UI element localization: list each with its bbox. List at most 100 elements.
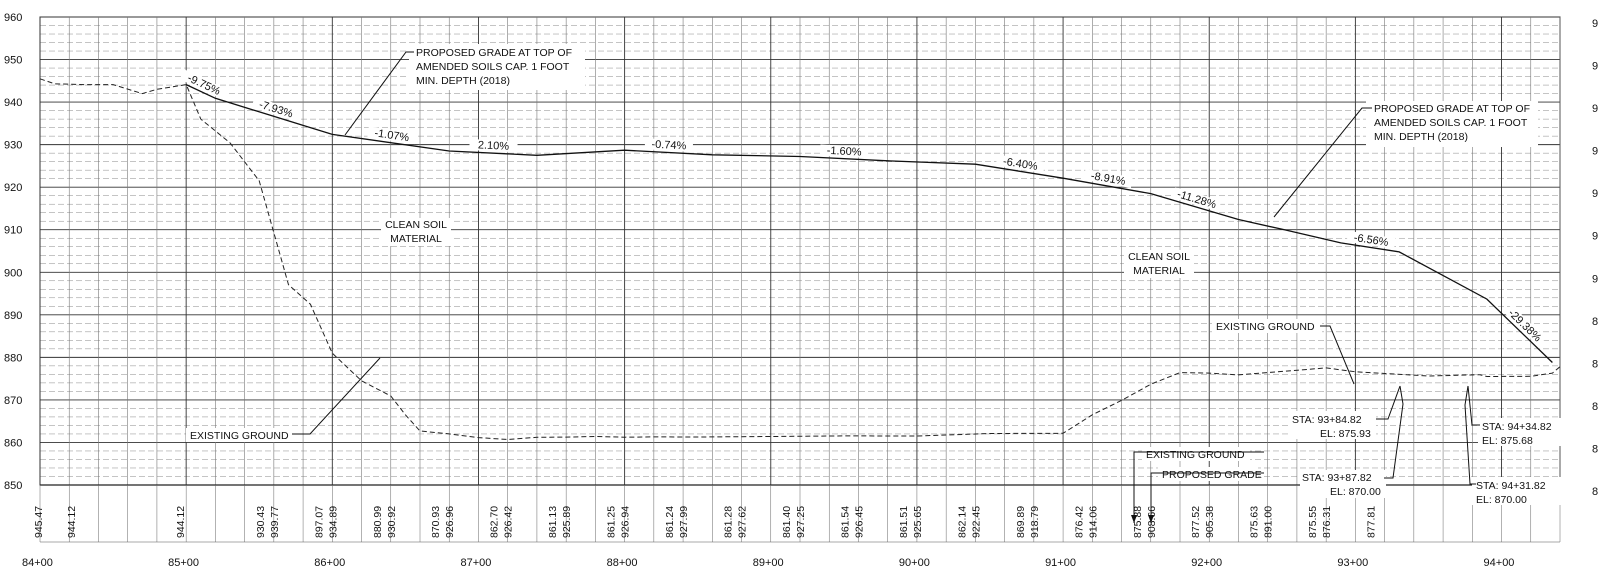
slope-labels: -9.75% -7.93% -1.07% 2.10% -0.74% -1.60% -6.40… bbox=[179, 69, 1546, 347]
bottom-value: 861.25 bbox=[606, 506, 618, 538]
bottom-value: 926.42 bbox=[503, 506, 515, 538]
bottom-value-group: 927.25 bbox=[795, 506, 807, 538]
elevation-tick-label-right: 9 bbox=[1592, 61, 1598, 73]
elevation-tick-label: 900 bbox=[4, 267, 22, 279]
bottom-value-group: 861.40 bbox=[781, 506, 793, 538]
elevation-tick-label-right: 9 bbox=[1592, 146, 1598, 158]
bottom-value: 876.42 bbox=[1073, 506, 1085, 538]
bottom-value: 930.92 bbox=[386, 506, 398, 538]
proposed-grade-note-left: PROPOSED GRADE AT TOP OF AMENDED SOILS C… bbox=[344, 44, 585, 136]
slope-label: -1.07% bbox=[374, 127, 410, 144]
elevation-axis-right: 9 9 9 9 9 9 9 8 8 8 8 8 bbox=[1592, 18, 1598, 498]
elevation-tick-label: 880 bbox=[4, 352, 22, 364]
slope-label: -29.38% bbox=[1506, 307, 1544, 344]
note-line: MIN. DEPTH (2018) bbox=[1374, 131, 1468, 143]
slope-label-bg bbox=[819, 144, 869, 158]
bottom-value: 891.00 bbox=[1263, 506, 1275, 538]
annotations: PROPOSED GRADE AT TOP OF AMENDED SOILS C… bbox=[186, 44, 1570, 523]
bottom-value-group: 861.25 bbox=[606, 506, 618, 538]
elevation-tick-label-right: 8 bbox=[1592, 443, 1598, 455]
bottom-value: 875.88 bbox=[1132, 506, 1144, 538]
svg-text:STA: 93+87.82: STA: 93+87.82 bbox=[1302, 472, 1372, 484]
bottom-value: 926.45 bbox=[854, 506, 866, 538]
elevation-tick-label: 860 bbox=[4, 437, 22, 449]
bottom-value-group: 927.99 bbox=[678, 506, 690, 538]
note-line: MIN. DEPTH (2018) bbox=[416, 75, 510, 87]
elevation-tick-label: 930 bbox=[4, 140, 22, 152]
bottom-value-group: 875.63 bbox=[1249, 506, 1261, 538]
bottom-value-group: 861.54 bbox=[840, 506, 852, 538]
slope-label: -9.75% bbox=[185, 72, 222, 98]
slope-label: -6.40% bbox=[1002, 156, 1039, 173]
existing-ground-polyline bbox=[39, 78, 1561, 441]
bottom-value-group: 876.42 bbox=[1073, 506, 1085, 538]
station-tick-label: 91+00 bbox=[1045, 557, 1076, 569]
station-tick-label: 84+00 bbox=[22, 557, 53, 569]
bottom-value-group: 926.96 bbox=[444, 506, 456, 538]
bottom-value: 922.45 bbox=[970, 506, 982, 538]
bottom-value: 875.55 bbox=[1307, 506, 1319, 538]
bottom-value: 927.25 bbox=[795, 506, 807, 538]
elevation-tick-label: 910 bbox=[4, 225, 22, 237]
bottom-value-group: 861.51 bbox=[898, 506, 910, 538]
bottom-value-group: 934.89 bbox=[327, 506, 339, 538]
svg-text:MATERIAL: MATERIAL bbox=[390, 233, 442, 245]
station-tick-label: 94+00 bbox=[1484, 557, 1515, 569]
svg-text:STA: 94+31.82: STA: 94+31.82 bbox=[1476, 480, 1546, 492]
bottom-value: 944.12 bbox=[66, 506, 78, 538]
slope-label-bg bbox=[995, 154, 1045, 174]
bottom-value: 861.24 bbox=[664, 506, 676, 538]
bottom-value-group: 930.43 bbox=[255, 506, 267, 538]
bottom-value-group: 925.89 bbox=[561, 506, 573, 538]
sta-callout-b: STA: 93+87.82 EL: 870.00 bbox=[1300, 385, 1404, 498]
sta-callout-c: STA: 94+34.82 EL: 875.68 bbox=[1467, 385, 1570, 447]
svg-text:STA: 93+84.82: STA: 93+84.82 bbox=[1292, 414, 1362, 426]
bottom-value: 877.52 bbox=[1190, 506, 1202, 538]
bottom-value: 876.31 bbox=[1321, 506, 1333, 538]
note-line: PROPOSED GRADE AT TOP OF bbox=[1374, 103, 1530, 115]
slope-label-bg bbox=[367, 126, 417, 145]
bottom-value: 875.63 bbox=[1249, 506, 1261, 538]
bottom-value: 905.38 bbox=[1204, 506, 1216, 538]
bottom-value: 944.12 bbox=[175, 506, 187, 538]
bottom-value-group: 862.70 bbox=[489, 506, 501, 538]
elevation-tick-label: 950 bbox=[4, 55, 22, 67]
bottom-value-group: 877.81 bbox=[1366, 506, 1378, 538]
station-bands bbox=[39, 484, 1561, 543]
slope-label-group: -7.93% bbox=[251, 96, 301, 122]
bottom-value-group: 869.89 bbox=[1015, 506, 1027, 538]
elevation-tick-label-right: 9 bbox=[1592, 188, 1598, 200]
slope-label-bg bbox=[1346, 230, 1396, 250]
slope-label-bg bbox=[1083, 168, 1133, 189]
svg-text:PROPOSED GRADE: PROPOSED GRADE bbox=[1162, 469, 1262, 481]
bottom-value: 862.70 bbox=[489, 506, 501, 538]
clean-soil-label-left: CLEAN SOIL MATERIAL bbox=[381, 218, 451, 246]
bottom-value: 939.77 bbox=[269, 506, 281, 538]
bottom-value-group: 880.99 bbox=[372, 506, 384, 538]
slope-label-bg bbox=[1503, 304, 1546, 347]
elevation-tick-label: 940 bbox=[4, 97, 22, 109]
note-line: PROPOSED GRADE AT TOP OF bbox=[416, 47, 572, 59]
slope-label: 2.10% bbox=[478, 139, 510, 153]
svg-text:MATERIAL: MATERIAL bbox=[1133, 265, 1185, 277]
elevation-tick-label: 870 bbox=[4, 395, 22, 407]
bottom-value: 934.89 bbox=[327, 506, 339, 538]
bottom-value-group: 944.12 bbox=[66, 506, 78, 538]
bottom-value: 918.79 bbox=[1029, 506, 1041, 538]
bottom-value: 925.89 bbox=[561, 506, 573, 538]
bottom-value-group: 918.79 bbox=[1029, 506, 1041, 538]
slope-label: -1.60% bbox=[826, 145, 862, 159]
bottom-value: 861.51 bbox=[898, 506, 910, 538]
slope-label: -6.56% bbox=[1353, 232, 1389, 249]
svg-text:EL: 870.00: EL: 870.00 bbox=[1476, 494, 1527, 506]
station-axis: 84+00 85+00 86+00 87+00 88+00 89+00 90+00 91+00… bbox=[22, 557, 1514, 569]
elevation-tick-label-right: 8 bbox=[1592, 401, 1598, 413]
elevation-tick-label-right: 8 bbox=[1592, 316, 1598, 328]
svg-text:CLEAN SOIL: CLEAN SOIL bbox=[1128, 251, 1190, 263]
existing-ground-note-low: EXISTING GROUND bbox=[1131, 447, 1264, 523]
bottom-value-group: 875.55 bbox=[1307, 506, 1319, 538]
note-line: AMENDED SOILS CAP. 1 FOOT bbox=[1374, 117, 1528, 129]
sta-callout-d: STA: 94+31.82 EL: 870.00 bbox=[1464, 385, 1564, 506]
bottom-value-group: 926.42 bbox=[503, 506, 515, 538]
